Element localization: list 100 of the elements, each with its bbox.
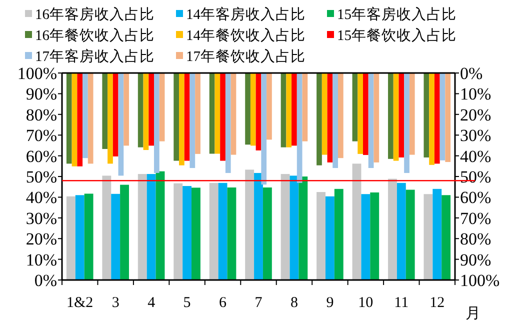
bar	[102, 176, 112, 280]
legend-label: 17年餐饮收入占比	[186, 48, 306, 65]
bar	[352, 164, 362, 280]
bar	[77, 73, 83, 166]
bar	[302, 73, 308, 142]
bar	[368, 73, 374, 168]
y2-tick-label: 10%	[460, 84, 492, 104]
bar	[245, 170, 254, 280]
x-axis-title: 月	[466, 306, 480, 322]
x-tick-label: 7	[254, 295, 263, 311]
bar	[138, 174, 147, 280]
bar	[159, 73, 165, 142]
bar	[432, 188, 442, 280]
bar	[75, 195, 84, 280]
bar	[227, 187, 236, 280]
legend-label: 15年客房收入占比	[337, 6, 456, 23]
bar	[286, 73, 292, 148]
bar	[434, 73, 440, 164]
bar	[325, 196, 334, 280]
y2-tick-label: 20%	[460, 105, 492, 124]
bar	[138, 73, 144, 148]
legend-label: 17年客房收入占比	[35, 48, 154, 65]
bar	[327, 73, 333, 162]
y-tick-label: 0%	[34, 271, 57, 290]
bar	[124, 73, 129, 146]
bar	[108, 73, 113, 164]
x-tick-label: 6	[219, 295, 228, 311]
bar	[192, 188, 200, 280]
legend-label: 16年餐饮收入占比	[35, 27, 154, 44]
y-tick-label: 80%	[26, 105, 57, 124]
y2-tick-label: 70%	[460, 208, 492, 228]
bar	[195, 73, 200, 154]
bar	[174, 73, 180, 161]
y-tick-label: 10%	[26, 250, 57, 270]
bar	[214, 73, 220, 154]
bar	[262, 187, 272, 280]
bar	[338, 73, 344, 158]
bar	[88, 73, 94, 164]
y2-tick-label: 90%	[460, 250, 492, 270]
bar	[292, 73, 297, 146]
bar	[358, 73, 363, 154]
y2-tick-label: 60%	[460, 188, 492, 208]
bar	[118, 73, 124, 176]
bar	[254, 172, 263, 280]
bar	[429, 73, 434, 165]
bar	[280, 73, 286, 148]
y2-tick-label: 40%	[460, 146, 492, 166]
bar	[218, 182, 228, 280]
legend-label: 15年餐饮收入占比	[337, 27, 456, 44]
y2-tick-label: 100%	[460, 271, 500, 290]
x-tick-label: 1&2	[66, 295, 94, 311]
y-tick-label: 30%	[26, 208, 57, 228]
bar	[424, 73, 430, 158]
x-tick-label: 3	[112, 295, 120, 311]
bar	[266, 73, 272, 140]
bar	[146, 174, 156, 280]
bar	[143, 73, 149, 150]
x-tick-label: 11	[394, 295, 409, 311]
bar	[442, 195, 451, 280]
y2-tick-label: 30%	[460, 126, 492, 146]
bar	[84, 194, 94, 280]
legend-label: 14年客房收入占比	[186, 6, 306, 23]
bar	[370, 192, 380, 280]
x-tick-label: 9	[326, 295, 334, 311]
bar	[66, 73, 72, 164]
y-tick-label: 90%	[26, 84, 57, 104]
bar	[388, 73, 394, 159]
y2-tick-label: 80%	[460, 230, 492, 249]
bar	[179, 73, 184, 166]
bar	[322, 73, 328, 155]
bar	[334, 188, 344, 280]
x-tick-label: 10	[358, 295, 374, 311]
bar	[393, 73, 399, 161]
bar	[190, 73, 196, 168]
bar	[209, 182, 218, 280]
x-tick-label: 12	[430, 295, 445, 311]
bar	[120, 184, 129, 280]
bar	[352, 73, 358, 142]
y-tick-label: 20%	[26, 230, 57, 249]
bar	[332, 73, 338, 168]
bar	[245, 73, 250, 145]
bar	[230, 73, 236, 155]
bar	[148, 73, 154, 146]
bar	[184, 73, 190, 161]
bar	[388, 178, 397, 280]
bar	[280, 174, 290, 280]
bar	[440, 73, 446, 160]
y-tick-label: 40%	[26, 188, 57, 208]
y-tick-label: 50%	[26, 168, 57, 186]
bar	[398, 73, 404, 158]
y-tick-label: 100%	[17, 64, 57, 83]
y2-tick-label: 0%	[460, 64, 483, 83]
bar	[374, 73, 380, 162]
legend-label: 14年餐饮收入占比	[186, 27, 306, 44]
bar	[261, 73, 267, 185]
bar	[290, 176, 299, 280]
bar	[298, 176, 308, 280]
bar	[156, 171, 165, 280]
bar	[112, 73, 118, 156]
bar	[256, 73, 262, 150]
